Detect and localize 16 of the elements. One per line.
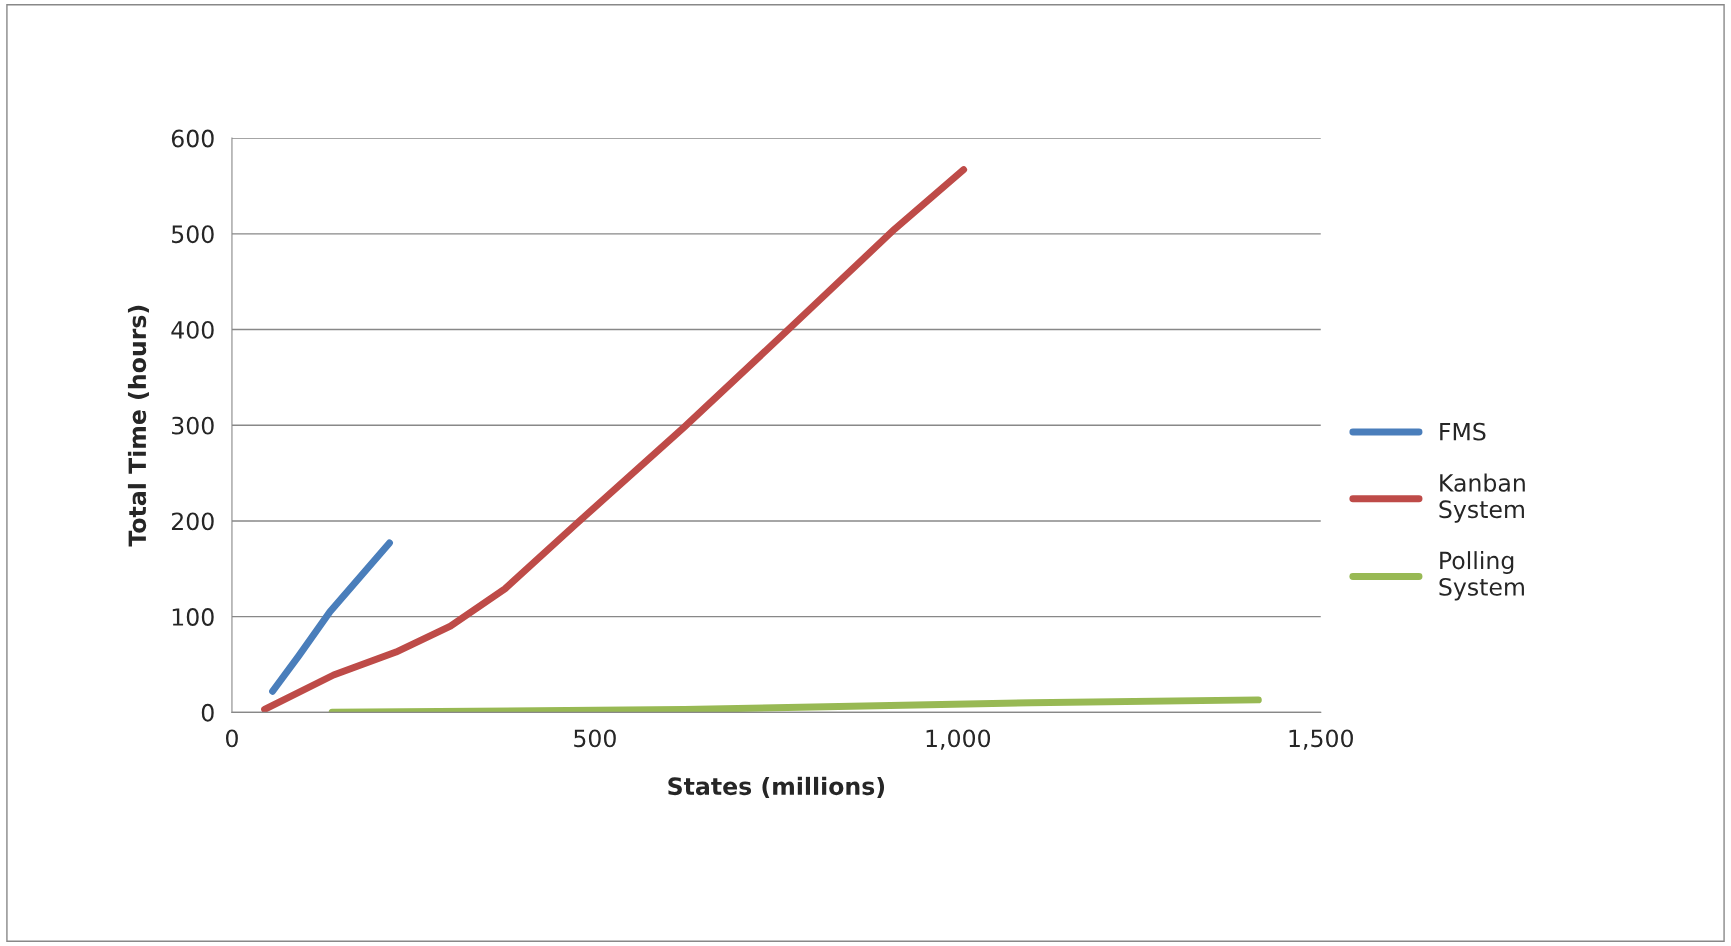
x-axis-title: States (millions) bbox=[668, 776, 885, 798]
legend-label: Polling System bbox=[1439, 551, 1524, 601]
x-tick-label: 1,500 bbox=[1289, 729, 1353, 750]
legend-label: FMS bbox=[1440, 422, 1486, 441]
y-tick-label: 200 bbox=[171, 512, 214, 531]
y-tick-label: 0 bbox=[201, 703, 214, 722]
legend-label: Kanban System bbox=[1439, 473, 1525, 523]
y-tick-label: 600 bbox=[171, 129, 214, 148]
y-tick-label: 300 bbox=[172, 416, 214, 435]
x-tick-label: 0 bbox=[226, 729, 238, 748]
x-tick-label: 1,000 bbox=[926, 729, 991, 750]
y-tick-label: 100 bbox=[172, 608, 214, 626]
x-tick-label: 500 bbox=[574, 729, 616, 748]
y-tick-label: 500 bbox=[172, 225, 214, 244]
y-tick-label: 400 bbox=[171, 320, 214, 339]
y-axis-title: Total Time (hours) bbox=[127, 305, 149, 547]
